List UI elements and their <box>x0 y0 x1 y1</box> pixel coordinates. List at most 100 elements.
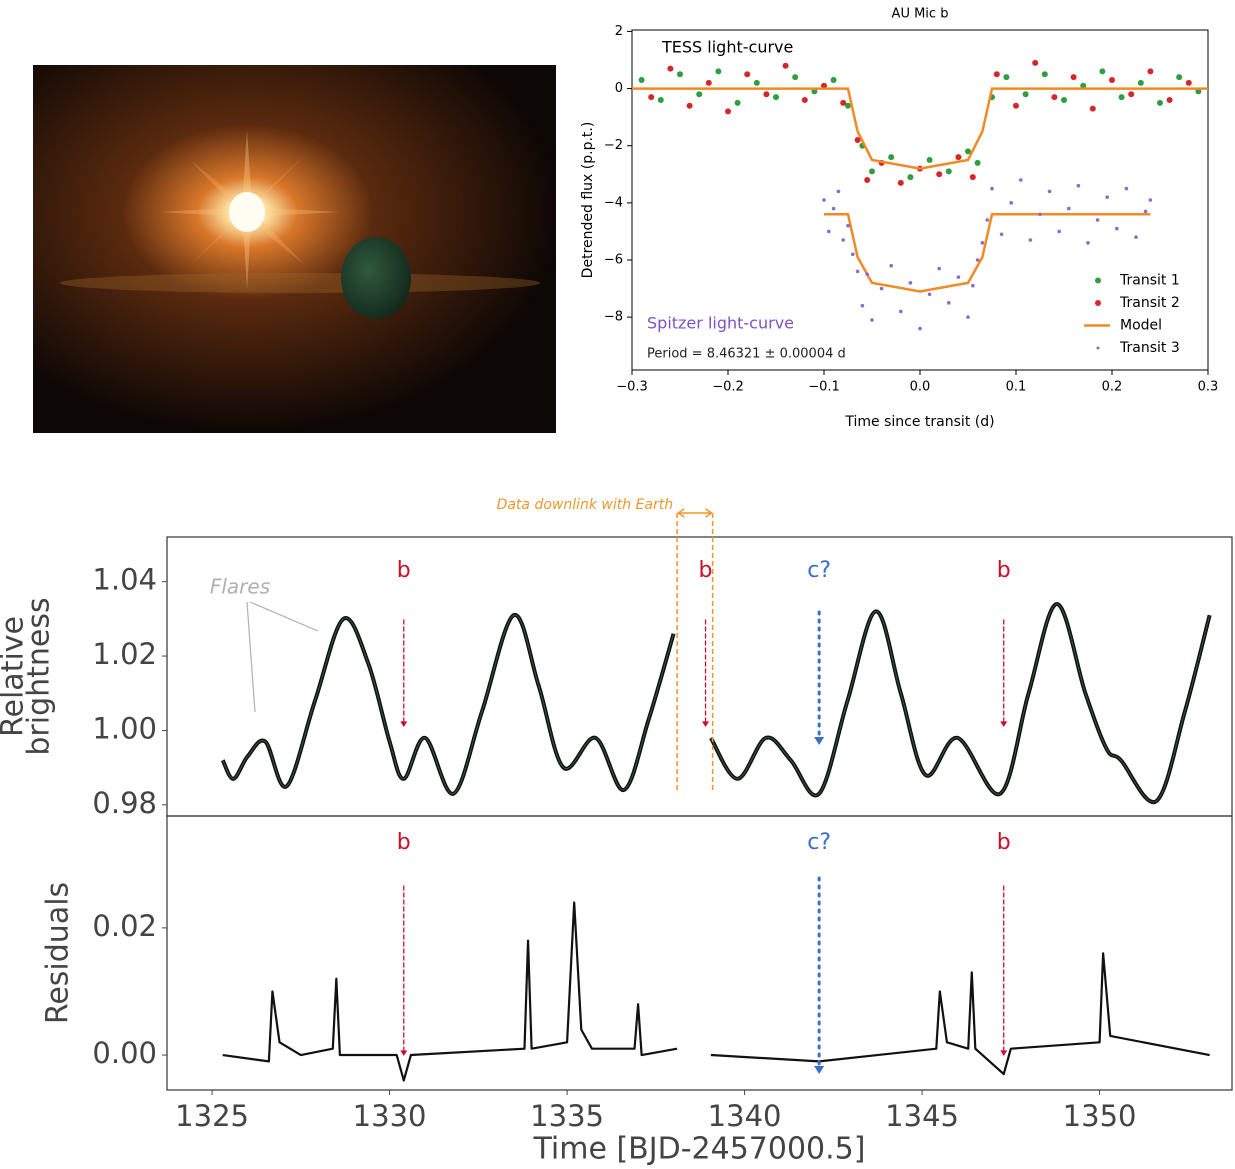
data-point <box>696 91 703 98</box>
y-tick-label: 0.00 <box>92 1036 157 1070</box>
x-tick-label: 1335 <box>530 1099 604 1133</box>
data-point <box>1105 195 1109 199</box>
data-point <box>918 326 922 331</box>
arrow-head <box>814 737 825 745</box>
x-tick-label: −0.2 <box>712 380 744 395</box>
data-point <box>1061 97 1067 103</box>
annotation-label: c? <box>807 830 831 855</box>
x-tick-label: 1340 <box>708 1099 782 1133</box>
data-point <box>1009 201 1013 205</box>
annotation: TESS light-curve <box>661 38 793 57</box>
data-point <box>792 74 799 81</box>
data-point <box>1095 218 1100 222</box>
light-curve <box>220 601 1212 805</box>
data-point <box>1195 88 1202 95</box>
y-tick-label: 2 <box>615 24 623 39</box>
x-tick-label: 0.3 <box>1198 380 1219 395</box>
legend-label: Model <box>1120 318 1162 334</box>
flare-pointer <box>249 601 319 632</box>
y-axis-label: brightness <box>22 597 57 755</box>
data-point <box>840 99 847 106</box>
x-axis-label: Time since transit (d) <box>844 414 994 430</box>
data-point <box>648 94 655 101</box>
arrow-head <box>676 508 685 518</box>
arrow-head <box>702 721 710 727</box>
debris-disk <box>60 273 540 293</box>
data-point <box>1099 68 1106 75</box>
y-tick-label: −6 <box>604 253 623 268</box>
data-point <box>677 71 683 78</box>
flare-pointer <box>246 601 256 713</box>
annotation-label: b <box>397 830 411 855</box>
planet <box>341 237 411 319</box>
data-point <box>845 102 851 109</box>
arrow-head <box>1000 721 1008 727</box>
x-tick-label: 0.0 <box>910 380 931 395</box>
data-point <box>899 309 903 314</box>
x-axis-label: Time [BJD-2457000.5] <box>533 1132 866 1167</box>
x-tick-label: 0.2 <box>1102 380 1123 395</box>
model-overlay <box>222 603 1211 803</box>
data-point <box>836 189 841 194</box>
data-point <box>956 275 961 279</box>
data-point <box>1003 74 1010 81</box>
x-tick-label: 1325 <box>175 1099 249 1133</box>
legend-key <box>1096 346 1100 350</box>
data-point <box>974 159 981 166</box>
x-tick-label: 1350 <box>1063 1099 1137 1133</box>
annotation-label: b <box>397 558 411 583</box>
data-point <box>855 269 860 274</box>
data-point <box>744 71 751 78</box>
data-point <box>1080 82 1087 89</box>
data-point <box>965 148 971 155</box>
data-point <box>827 229 831 234</box>
downlink-label: Data downlink with Earth <box>497 497 674 513</box>
annotation-label: b <box>699 558 713 583</box>
data-point <box>990 186 994 191</box>
data-point <box>1047 189 1052 194</box>
y-tick-label: 1.00 <box>92 711 157 745</box>
y-axis-label: Detrended flux (p.p.t.) <box>580 122 596 279</box>
y-tick-label: −4 <box>604 195 623 210</box>
legend-key <box>1095 300 1101 306</box>
data-point <box>773 94 779 101</box>
data-point <box>1057 229 1061 234</box>
annotation-label: b <box>997 558 1011 583</box>
data-point <box>966 315 970 319</box>
data-point <box>1067 206 1071 211</box>
data-point <box>999 232 1004 237</box>
x-tick-label: −0.1 <box>808 380 840 395</box>
data-point <box>908 281 913 285</box>
data-point <box>1134 235 1138 239</box>
image-background <box>33 65 556 433</box>
arrow-head <box>400 1050 408 1056</box>
legend-label: Transit 1 <box>1119 273 1180 289</box>
y-tick-label: 1.04 <box>92 563 157 597</box>
data-point <box>1032 59 1039 66</box>
data-point <box>1185 79 1192 86</box>
data-point <box>1115 226 1119 231</box>
data-point <box>1038 212 1042 217</box>
data-point <box>782 62 789 69</box>
annotation: Spitzer light-curve <box>647 314 794 333</box>
y-tick-label: −8 <box>604 310 623 325</box>
data-point <box>801 97 808 103</box>
data-point <box>667 65 674 72</box>
data-point <box>715 68 722 75</box>
data-point <box>1076 183 1081 188</box>
y-tick-label: 0.98 <box>92 786 157 820</box>
data-point <box>725 108 731 115</box>
x-tick-label: −0.3 <box>616 380 648 395</box>
data-point <box>889 263 893 268</box>
data-point <box>864 177 871 183</box>
artist-image <box>33 65 556 433</box>
data-point <box>945 168 952 175</box>
data-point <box>1147 68 1154 75</box>
data-point <box>926 157 933 163</box>
data-point <box>1086 241 1090 245</box>
data-point <box>830 77 837 83</box>
data-point <box>1109 77 1115 83</box>
arrow-head <box>705 508 713 518</box>
data-point <box>1166 97 1173 103</box>
